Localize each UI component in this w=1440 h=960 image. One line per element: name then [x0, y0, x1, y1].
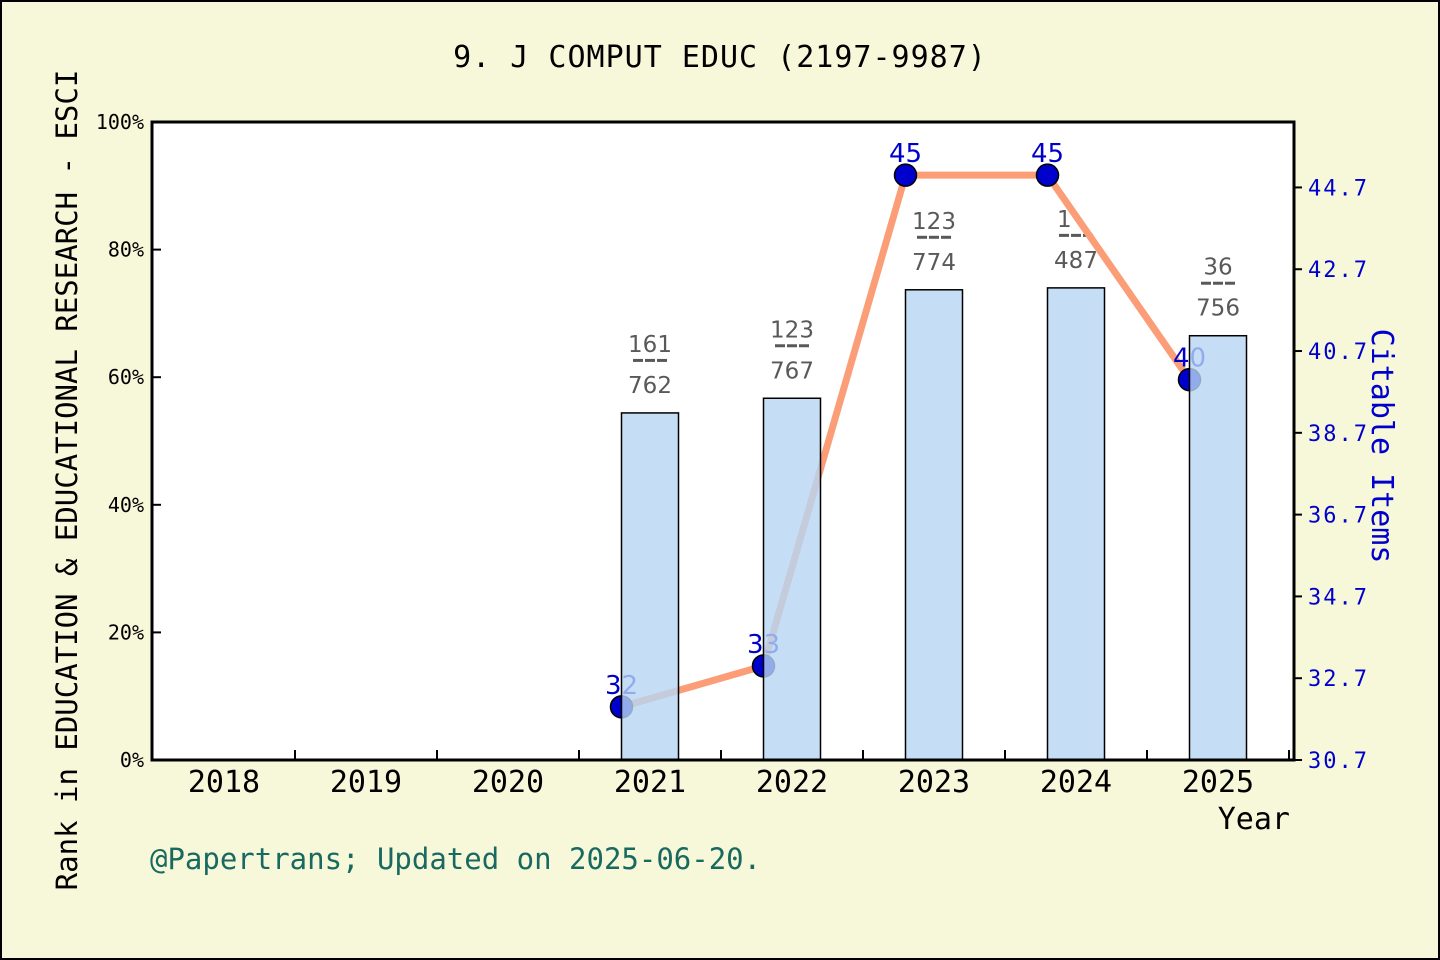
right-tick-label-2: 34.7	[1308, 585, 1369, 610]
right-tick-label-1: 32.7	[1308, 667, 1369, 692]
fraction-denominator-2021: 762	[628, 373, 672, 399]
fraction-bar-2023-1	[929, 235, 939, 239]
fraction-bar-2023-2	[941, 235, 951, 239]
fraction-bar-2025-2	[1225, 281, 1235, 285]
fraction-bar-2025-1	[1213, 281, 1223, 285]
x-tick-label-2022: 2022	[756, 765, 828, 800]
right-tick-label-5: 40.7	[1308, 340, 1369, 365]
fraction-numerator-2023: 123	[912, 209, 956, 235]
bar-2024	[1046, 287, 1106, 761]
right-tick-label-6: 42.7	[1308, 258, 1369, 283]
x-tick-label-2020: 2020	[472, 765, 544, 800]
bar-2022	[762, 397, 822, 761]
right-tick-label-0: 30.7	[1308, 749, 1369, 774]
left-tick-label-5: 100%	[96, 110, 144, 134]
fraction-denominator-2022: 767	[770, 358, 814, 384]
fraction-denominator-2024: 487	[1054, 248, 1098, 274]
plot-background	[152, 122, 1294, 760]
left-tick-label-1: 20%	[108, 620, 144, 644]
data-point-2023	[893, 163, 918, 187]
bar-2025	[1188, 334, 1248, 761]
fraction-bar-2021-0	[633, 358, 643, 362]
fraction-numerator-2021: 161	[628, 332, 672, 358]
fraction-bar-2023-0	[917, 235, 927, 239]
left-tick-label-3: 60%	[108, 365, 144, 389]
bar-2023	[904, 289, 964, 761]
right-tick-label-3: 36.7	[1308, 504, 1369, 529]
chart-title: 9. J COMPUT EDUC (2197-9987)	[453, 40, 987, 75]
fraction-denominator-2025: 756	[1196, 296, 1240, 322]
x-tick-label-2025: 2025	[1182, 765, 1254, 800]
right-tick-label-4: 38.7	[1308, 422, 1369, 447]
x-tick-label-2018: 2018	[188, 765, 260, 800]
fraction-bar-2022-0	[775, 344, 785, 348]
fraction-bar-2021-2	[657, 358, 667, 362]
left-tick-label-0: 0%	[120, 748, 144, 772]
x-tick-label-2021: 2021	[614, 765, 686, 800]
left-tick-label-4: 80%	[108, 238, 144, 262]
point-label-2024: 45	[1031, 139, 1064, 169]
fraction-bar-2024-1	[1071, 233, 1081, 237]
fraction-bar-2021-1	[645, 358, 655, 362]
fraction-bar-2022-1	[787, 344, 797, 348]
fraction-bar-2024-0	[1059, 233, 1069, 237]
fraction-numerator-2022: 123	[770, 317, 814, 343]
fraction-bar-2025-0	[1201, 281, 1211, 285]
fraction-numerator-2024: 1	[1057, 207, 1072, 233]
bar-2021	[620, 412, 680, 761]
data-point-2024	[1035, 163, 1060, 187]
left-tick-label-2: 40%	[108, 493, 144, 517]
x-axis-title: Year	[1217, 802, 1290, 837]
footer-credit: @Papertrans; Updated on 2025-06-20.	[150, 842, 762, 876]
fraction-denominator-2023: 774	[912, 250, 956, 276]
plot-frame	[150, 120, 1296, 762]
x-tick-label-2024: 2024	[1040, 765, 1112, 800]
fraction-bar-2022-2	[799, 344, 809, 348]
x-tick-label-2019: 2019	[330, 765, 402, 800]
right-tick-label-7: 44.7	[1308, 176, 1369, 201]
fraction-numerator-2025: 36	[1203, 255, 1232, 281]
point-label-2023: 45	[889, 139, 922, 169]
x-tick-label-2023: 2023	[898, 765, 970, 800]
